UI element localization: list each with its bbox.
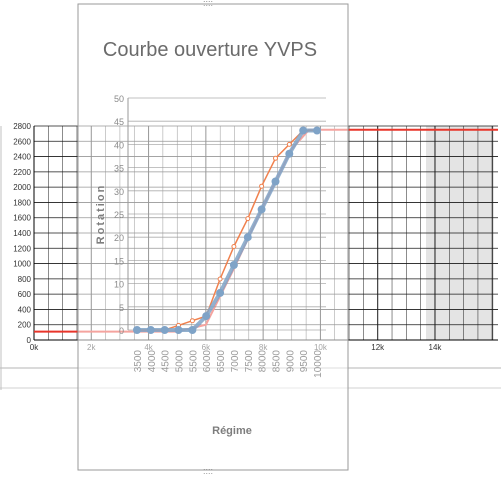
series-point — [231, 244, 237, 249]
bg-y-tick-label: 2200 — [13, 168, 31, 177]
x-tick-label: 6500 — [216, 350, 227, 373]
x-tick-label: 10000 — [313, 350, 324, 378]
x-tick-label: 9000 — [285, 350, 296, 373]
y-tick-label: 40 — [114, 140, 124, 150]
bg-x-tick-label: 12k — [371, 343, 385, 352]
x-tick-label: 6000 — [202, 350, 213, 373]
series-point — [259, 183, 265, 189]
panel-handle-icon: :::: — [203, 466, 213, 476]
bg-y-tick-label: 400 — [18, 305, 32, 314]
x-tick-label: 4500 — [161, 350, 172, 373]
series-point — [271, 177, 280, 186]
y-tick-label: 15 — [114, 256, 124, 266]
y-tick-label: 25 — [114, 210, 124, 220]
series-point — [216, 288, 225, 297]
series-point — [313, 126, 321, 135]
x-tick-label: 7000 — [230, 350, 241, 373]
bg-y-tick-label: 2600 — [13, 137, 31, 146]
x-tick-label: 5500 — [188, 350, 199, 373]
series-point — [286, 141, 292, 147]
series-point — [160, 326, 169, 334]
bg-y-tick-label: 800 — [18, 275, 32, 284]
series-point — [245, 216, 251, 222]
bg-y-tick-label: 200 — [18, 321, 32, 330]
x-tick-label: 8500 — [271, 350, 282, 373]
y-axis-title: Rotation — [95, 184, 107, 245]
x-tick-label: 4000 — [147, 350, 158, 373]
x-axis-title: Régime — [212, 425, 252, 437]
bg-y-tick-label: 2400 — [13, 153, 31, 162]
bg-x-tick-label: 0k — [30, 343, 39, 352]
panel-handle-icon: :::: — [203, 0, 213, 8]
series-point — [299, 126, 308, 135]
bg-y-tick-label: 1600 — [13, 214, 31, 223]
bg-y-tick-label: 1000 — [13, 260, 31, 269]
series-point — [189, 318, 195, 324]
bg-y-tick-label: 1400 — [13, 229, 31, 238]
bg-x-tick-label: 14k — [429, 343, 443, 352]
series-point — [285, 149, 294, 158]
x-tick-label: 5000 — [175, 350, 186, 373]
bg-y-tick-label: 0 — [27, 336, 32, 345]
y-tick-label: 30 — [114, 187, 124, 197]
y-tick-label: 35 — [114, 164, 124, 174]
y-tick-label: 50 — [114, 94, 124, 104]
series-point — [174, 326, 183, 334]
series-point — [217, 276, 223, 282]
series-point — [257, 205, 266, 214]
x-tick-label: 3500 — [133, 350, 144, 373]
series-point — [202, 312, 211, 321]
series-point — [273, 155, 278, 161]
series-point — [243, 233, 252, 242]
x-tick-label: 8000 — [258, 350, 269, 373]
y-tick-label: 10 — [114, 280, 124, 290]
y-tick-label: 0 — [119, 326, 124, 336]
y-tick-label: 5 — [119, 303, 124, 313]
bg-y-tick-label: 1200 — [13, 244, 31, 253]
y-tick-label: 20 — [114, 233, 124, 243]
series-point — [188, 326, 197, 334]
y-tick-label: 45 — [114, 117, 124, 127]
x-tick-label: 9500 — [299, 350, 310, 373]
series-point — [146, 326, 155, 334]
x-tick-label: 7500 — [244, 350, 255, 373]
bg-y-tick-label: 600 — [18, 290, 32, 299]
chart-title: Courbe ouverture YVPS — [103, 39, 317, 61]
bg-y-tick-label: 1800 — [13, 198, 31, 207]
series-point — [229, 261, 238, 269]
bg-y-tick-label: 2800 — [13, 122, 31, 131]
bg-y-tick-label: 2000 — [13, 183, 31, 192]
series-point — [133, 326, 141, 334]
